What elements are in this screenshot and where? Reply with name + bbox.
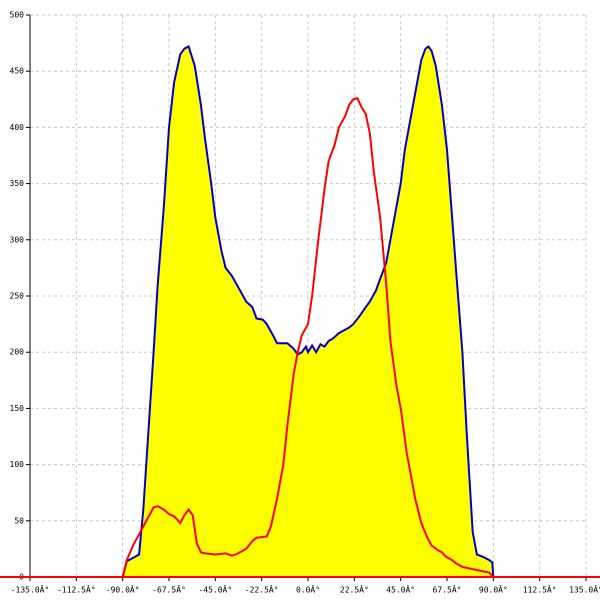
x-tick-label: 135.0Â° xyxy=(569,584,600,595)
line xyxy=(121,97,495,578)
x-tick-label: 67.5Â° xyxy=(433,584,462,595)
y-tick-label: 400 xyxy=(10,123,25,132)
y-tick-label: 250 xyxy=(10,292,25,301)
y-tick-label: 100 xyxy=(10,460,25,469)
x-tick-label: 22.5Â° xyxy=(340,584,369,595)
x-tick-label: -45.0Â° xyxy=(198,584,232,595)
x-tick-label: -67.5Â° xyxy=(152,584,186,595)
x-tick-label: 0.0Â° xyxy=(296,584,320,595)
y-tick-label: 350 xyxy=(10,179,25,188)
x-tick-label: -135.0Â° xyxy=(11,584,50,595)
x-tick-label: -90.0Â° xyxy=(106,584,140,595)
x-tick-label: -112.5Â° xyxy=(57,584,96,595)
line xyxy=(121,45,495,578)
x-tick-label: -22.5Â° xyxy=(245,584,279,595)
y-tick-label: 300 xyxy=(10,235,25,244)
y-tick-label: 450 xyxy=(10,67,25,76)
y-tick-label: 50 xyxy=(14,516,24,525)
x-tick-label: 112.5Â° xyxy=(523,584,557,595)
y-tick-label: 150 xyxy=(10,404,25,413)
y-tick-label: 500 xyxy=(10,11,25,20)
x-tick-label: 45.0Â° xyxy=(386,584,415,595)
area xyxy=(122,46,494,577)
x-tick-label: 90.0Â° xyxy=(479,584,508,595)
y-tick-label: 200 xyxy=(10,348,25,357)
